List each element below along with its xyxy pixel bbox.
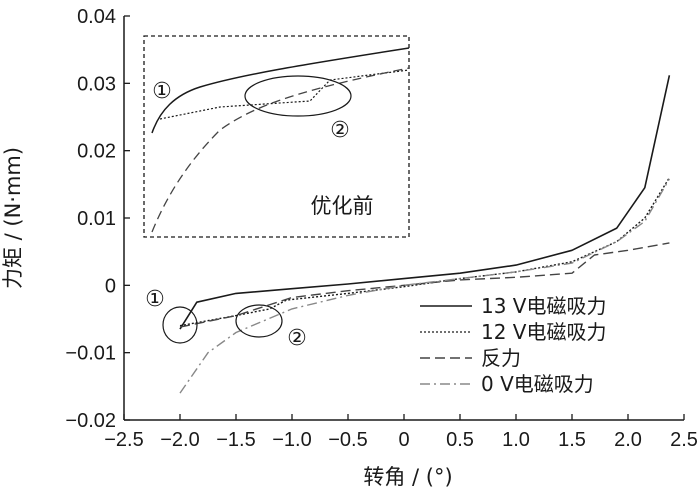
x-tick-label: 1.5: [558, 429, 586, 451]
annotation-marker-1: ①: [145, 287, 165, 312]
inset-curve-13v: [151, 47, 410, 134]
x-tick-label: 0.5: [446, 429, 474, 451]
y-axis-title: 力矩 / (N·mm): [1, 147, 25, 289]
series-layer: [179, 75, 671, 394]
y-tick-label: 0.03: [77, 73, 116, 95]
x-tick-label: −1.5: [216, 429, 255, 451]
y-tick-label: 0: [105, 275, 116, 297]
inset-curve-12v: [159, 69, 410, 120]
inset-marker-1: ①: [152, 79, 172, 104]
y-ticks: −0.02 −0.01 0 0.01 0.02 0.03 0.04: [65, 6, 130, 432]
series-line-3: [179, 178, 671, 394]
series-line-0: [179, 75, 671, 330]
x-tick-label: −0.5: [328, 429, 367, 451]
x-tick-label: −2.5: [104, 429, 143, 451]
x-tick-label: 0: [398, 429, 409, 451]
inset-frame: [143, 35, 410, 238]
x-tick-label: 1.0: [502, 429, 530, 451]
x-tick-label: −1.0: [272, 429, 311, 451]
annotation-marker-2: ②: [287, 326, 307, 351]
inset-marker-2: ②: [330, 118, 350, 143]
y-tick-label: 0.02: [77, 141, 116, 163]
legend-label-12v: 12 V电磁吸力: [481, 320, 607, 344]
series-line-2: [179, 242, 670, 328]
inset-panel: ① ② 优化前: [143, 35, 410, 238]
x-tick-label: −2.0: [160, 429, 199, 451]
y-tick-label: 0.04: [77, 6, 116, 28]
annotation-circle-1: [162, 306, 198, 344]
y-tick-label: 0.01: [77, 208, 116, 230]
legend-label-reaction: 反力: [481, 346, 521, 370]
x-tick-label: 2.0: [614, 429, 642, 451]
legend-label-0v: 0 V电磁吸力: [481, 372, 594, 396]
inset-curve-reaction: [151, 67, 410, 233]
annotation-circle-2: [235, 304, 283, 338]
x-ticks: −2.5 −2.0 −1.5 −1.0 −0.5 0 0.5 1.0 1.5 2.0 2.5: [104, 414, 698, 451]
inset-annotation-circle: [244, 75, 352, 117]
y-tick-label: −0.01: [65, 343, 116, 365]
legend: 13 V电磁吸力 12 V电磁吸力 反力 0 V电磁吸力: [420, 294, 607, 396]
x-axis-title: 转角 / (°): [363, 465, 452, 489]
inset-label: 优化前: [311, 194, 374, 218]
y-tick-label: −0.02: [65, 410, 116, 432]
x-tick-label: 2.5: [670, 429, 698, 451]
legend-label-13v: 13 V电磁吸力: [481, 294, 607, 318]
